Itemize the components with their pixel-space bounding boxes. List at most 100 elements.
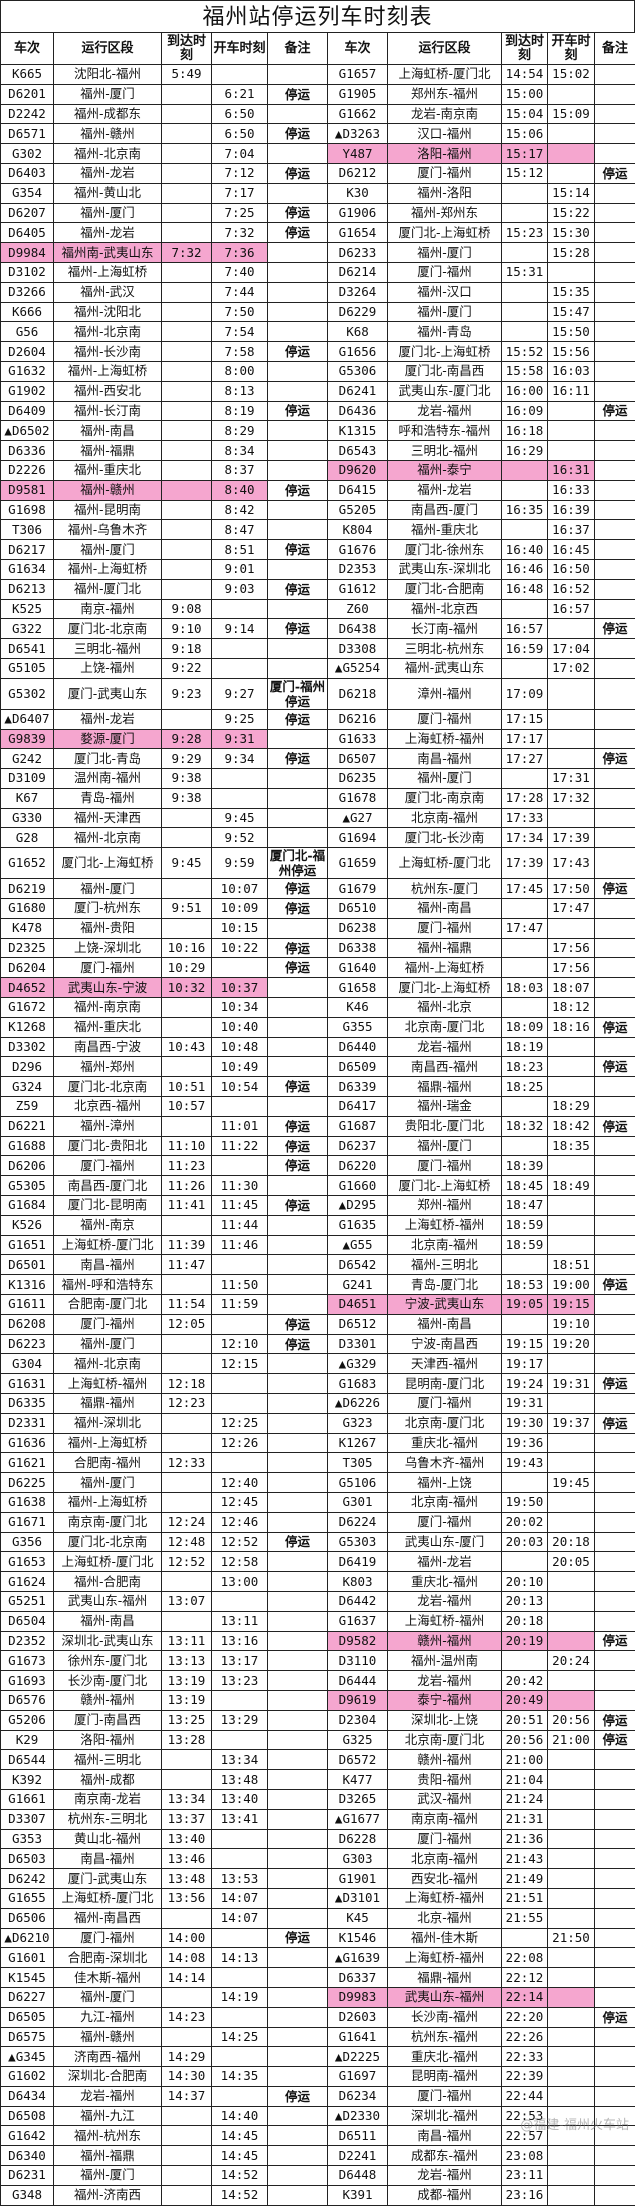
left-remark — [268, 322, 328, 342]
right-remark: 停运 — [595, 163, 635, 183]
left-arrival-time: 5:49 — [162, 65, 212, 85]
left-arrival-time: 12:24 — [162, 1512, 212, 1532]
right-arrival-time: 17:39 — [502, 848, 548, 879]
left-train-number: G1638 — [1, 1492, 54, 1512]
right-departure-time: 17:47 — [548, 899, 595, 919]
right-route-section: 厦门北-长沙南 — [388, 828, 502, 848]
right-train-number: ▲G55 — [328, 1235, 388, 1255]
right-train-number: D6507 — [328, 749, 388, 769]
right-train-number: D6448 — [328, 2166, 388, 2186]
right-arrival-time: 20:49 — [502, 1690, 548, 1710]
left-train-number: D6336 — [1, 441, 54, 461]
left-arrival-time: 9:28 — [162, 729, 212, 749]
left-arrival-time: 10:29 — [162, 958, 212, 978]
right-arrival-time: 15:52 — [502, 342, 548, 362]
left-arrival-time: 14:08 — [162, 1948, 212, 1968]
left-remark: 停运 — [268, 709, 328, 729]
left-route-section: 福州-南昌 — [54, 421, 162, 441]
right-arrival-time: 22:57 — [502, 2126, 548, 2146]
left-route-section: 福州-南昌西 — [54, 1908, 162, 1928]
right-remark: 停运 — [595, 1116, 635, 1136]
left-departure-time: 9:34 — [212, 749, 268, 769]
left-arrival-time — [162, 460, 212, 480]
left-remark: 停运 — [268, 899, 328, 919]
left-arrival-time: 13:07 — [162, 1591, 212, 1611]
left-arrival-time — [162, 124, 212, 144]
right-arrival-time: 16:57 — [502, 619, 548, 639]
left-departure-time: 7:50 — [212, 302, 268, 322]
left-remark — [268, 658, 328, 678]
left-remark: 停运 — [268, 1116, 328, 1136]
left-departure-time — [212, 1453, 268, 1473]
left-departure-time — [212, 1849, 268, 1869]
right-arrival-time — [502, 998, 548, 1018]
right-remark — [595, 788, 635, 808]
right-route-section: 厦门-福州 — [388, 1156, 502, 1176]
left-departure-time: 7:32 — [212, 223, 268, 243]
left-departure-time: 8:29 — [212, 421, 268, 441]
right-route-section: 龙岩-福州 — [388, 401, 502, 421]
left-arrival-time — [162, 2146, 212, 2166]
left-route-section: 福州-黄山北 — [54, 183, 162, 203]
right-arrival-time: 19:43 — [502, 1453, 548, 1473]
right-arrival-time — [502, 520, 548, 540]
right-route-section: 乌鲁木齐-福州 — [388, 1453, 502, 1473]
right-route-section: 福州-洛阳 — [388, 183, 502, 203]
left-arrival-time: 9:38 — [162, 788, 212, 808]
right-arrival-time: 22:08 — [502, 1948, 548, 1968]
right-route-section: 厦门北-上海虹桥 — [388, 1176, 502, 1196]
right-departure-time — [548, 1829, 595, 1849]
header-train-number: 车次 — [1, 33, 54, 65]
right-train-number: G1687 — [328, 1116, 388, 1136]
left-arrival-time — [162, 282, 212, 302]
left-remark — [268, 1591, 328, 1611]
left-departure-time: 9:01 — [212, 559, 268, 579]
left-departure-time: 11:30 — [212, 1176, 268, 1196]
right-remark — [595, 441, 635, 461]
left-departure-time: 8:00 — [212, 361, 268, 381]
left-train-number: D3266 — [1, 282, 54, 302]
left-remark — [268, 262, 328, 282]
right-train-number: G5205 — [328, 500, 388, 520]
right-arrival-time: 22:20 — [502, 2007, 548, 2027]
left-remark — [268, 144, 328, 164]
left-arrival-time — [162, 183, 212, 203]
right-remark: 停运 — [595, 1057, 635, 1077]
right-train-number: D6337 — [328, 1968, 388, 1988]
left-arrival-time — [162, 104, 212, 124]
left-remark: 停运 — [268, 84, 328, 104]
right-route-section: 厦门-福州 — [388, 1512, 502, 1532]
right-train-number: D6218 — [328, 678, 388, 709]
right-arrival-time: 18:53 — [502, 1275, 548, 1295]
left-train-number: G302 — [1, 144, 54, 164]
left-train-number: G1680 — [1, 899, 54, 919]
right-route-section: 福州-上海虹桥 — [388, 958, 502, 978]
left-remark — [268, 729, 328, 749]
left-route-section: 长沙南-厦门北 — [54, 1671, 162, 1691]
right-departure-time: 15:56 — [548, 342, 595, 362]
left-train-number: D6201 — [1, 84, 54, 104]
right-remark: 停运 — [595, 1631, 635, 1651]
right-arrival-time: 21:36 — [502, 1829, 548, 1849]
left-train-number: G5206 — [1, 1710, 54, 1730]
right-route-section: 深圳北-福州 — [388, 2106, 502, 2126]
right-train-number: K804 — [328, 520, 388, 540]
right-departure-time — [548, 1908, 595, 1928]
right-remark — [595, 1136, 635, 1156]
left-arrival-time — [162, 203, 212, 223]
right-route-section: 北京南-福州 — [388, 1849, 502, 1869]
right-remark — [595, 460, 635, 480]
right-arrival-time — [502, 203, 548, 223]
right-remark — [595, 342, 635, 362]
